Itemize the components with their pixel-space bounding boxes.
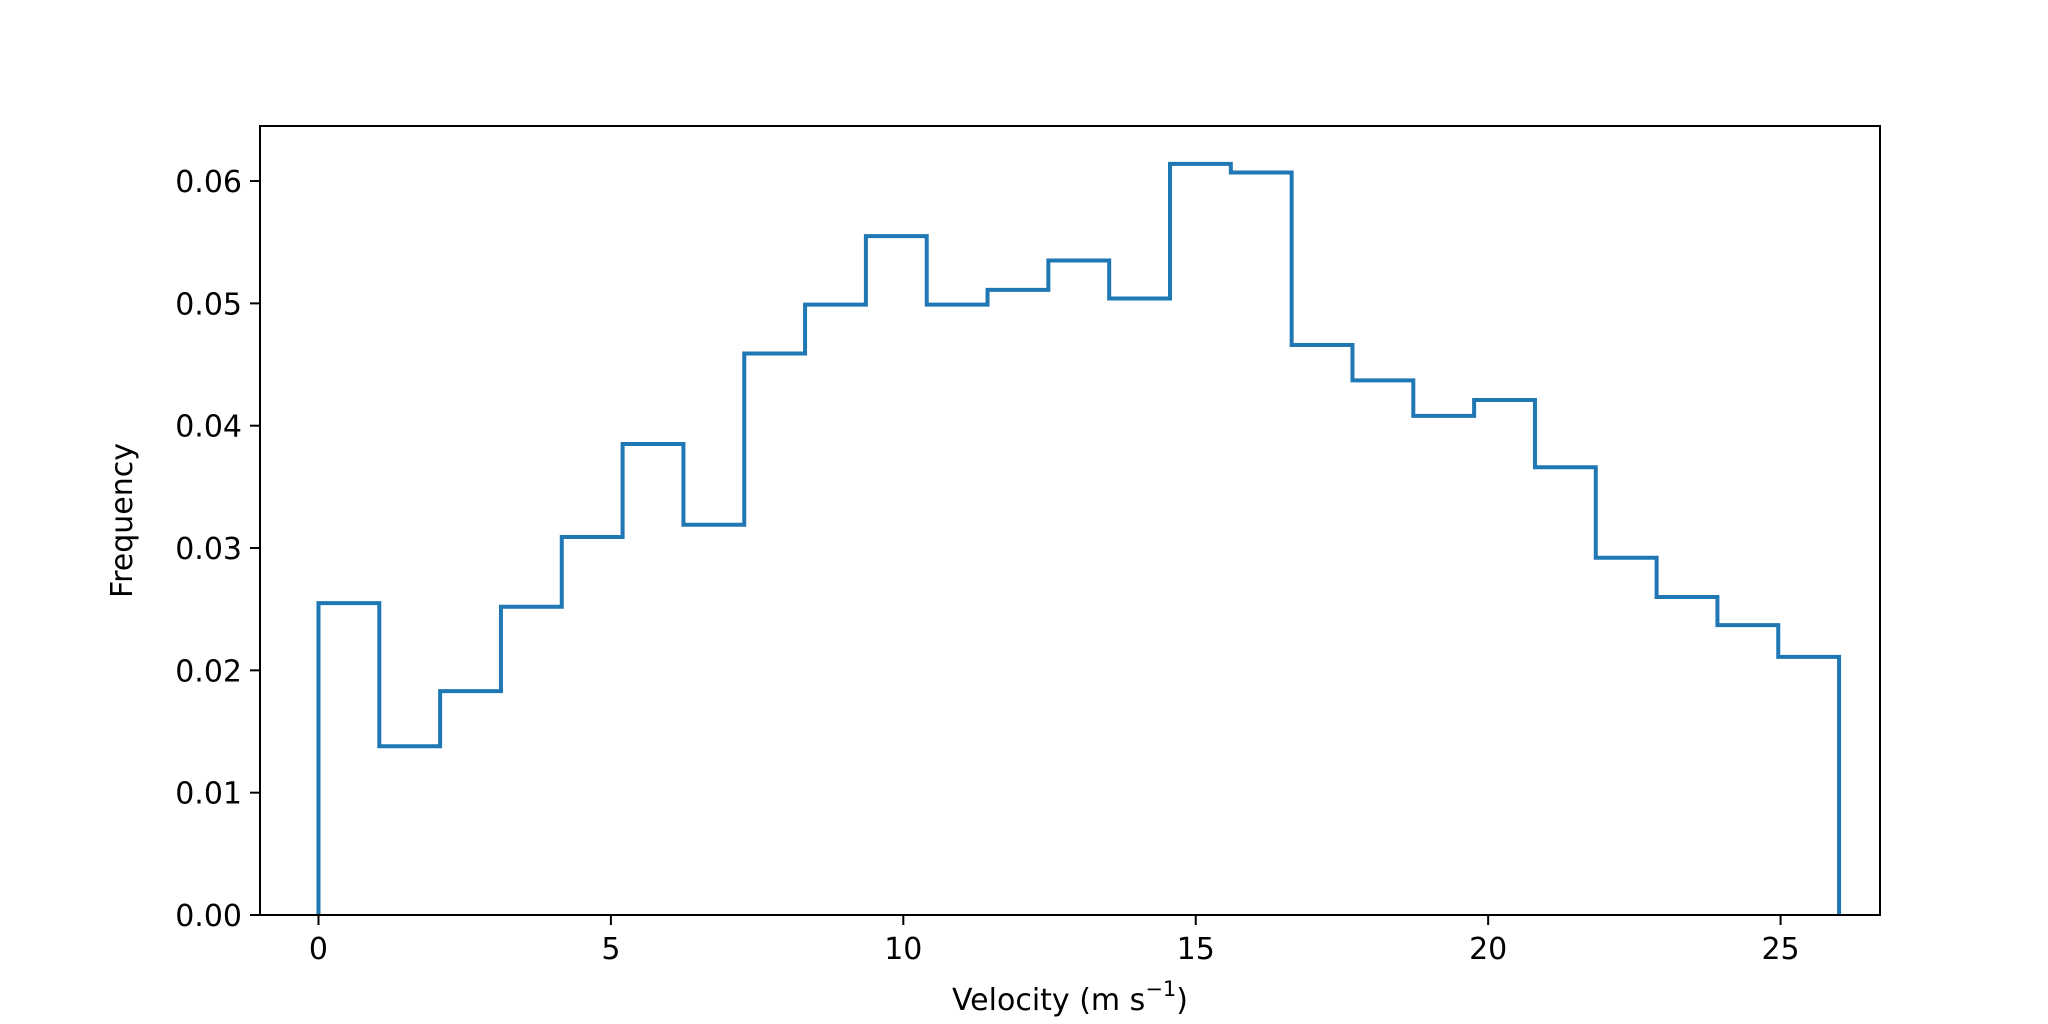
y-tick-label: 0.03 xyxy=(175,532,242,567)
histogram-bin xyxy=(440,691,501,915)
plot-layer xyxy=(316,161,1842,915)
histogram-bin xyxy=(318,603,379,915)
y-tick-label: 0.02 xyxy=(175,654,242,689)
y-tick-label: 0.05 xyxy=(175,287,242,322)
histogram-bin xyxy=(1170,164,1231,915)
histogram-bin xyxy=(1292,345,1353,915)
histogram-bin xyxy=(1657,597,1718,915)
histogram-bin xyxy=(805,305,866,915)
histogram-bin xyxy=(623,444,684,915)
histogram-step-line xyxy=(316,161,1842,915)
x-axis-label: Velocity (m s−1) xyxy=(952,977,1188,1018)
x-tick-label: 10 xyxy=(884,932,922,967)
x-axis-label-suffix: ) xyxy=(1176,983,1188,1018)
ticks-layer: 0 5 10 15 20 25 0.00 0.01 0.02 0.03 0.04 0.05 0.06 xyxy=(175,165,1799,967)
x-tick-label: 0 xyxy=(309,932,328,967)
x-axis-label-superscript: −1 xyxy=(1145,977,1176,1001)
histogram-bin xyxy=(1474,400,1535,915)
histogram-bin xyxy=(866,236,927,915)
histogram-bin xyxy=(1413,416,1474,915)
y-tick-label: 0.06 xyxy=(175,165,242,200)
y-tick-label: 0.00 xyxy=(175,899,242,934)
histogram-bin xyxy=(988,290,1049,915)
histogram-bin xyxy=(501,607,562,915)
x-tick-label: 15 xyxy=(1177,932,1215,967)
histogram-bin xyxy=(927,305,988,915)
histogram-bin xyxy=(1048,261,1109,915)
x-tick-label: 20 xyxy=(1469,932,1507,967)
histogram-bin xyxy=(562,537,623,915)
histogram-bin xyxy=(1231,172,1292,915)
histogram-bin xyxy=(1535,467,1596,915)
histogram-bin xyxy=(1596,558,1657,915)
histogram-bin xyxy=(744,354,805,915)
y-tick-label: 0.01 xyxy=(175,777,242,812)
histogram-bin xyxy=(1352,380,1413,915)
histogram-bin xyxy=(683,525,744,915)
histogram-bin xyxy=(379,746,440,915)
histogram-bin xyxy=(1109,298,1170,915)
y-axis-label: Frequency xyxy=(105,443,140,598)
histogram-bin xyxy=(1778,657,1839,915)
x-tick-label: 25 xyxy=(1761,932,1799,967)
x-axis-label-prefix: Velocity (m s xyxy=(952,983,1145,1018)
y-tick-label: 0.04 xyxy=(175,410,242,445)
x-tick-label: 5 xyxy=(601,932,620,967)
plot-frame xyxy=(259,125,1881,916)
histogram-bin xyxy=(1717,625,1778,915)
